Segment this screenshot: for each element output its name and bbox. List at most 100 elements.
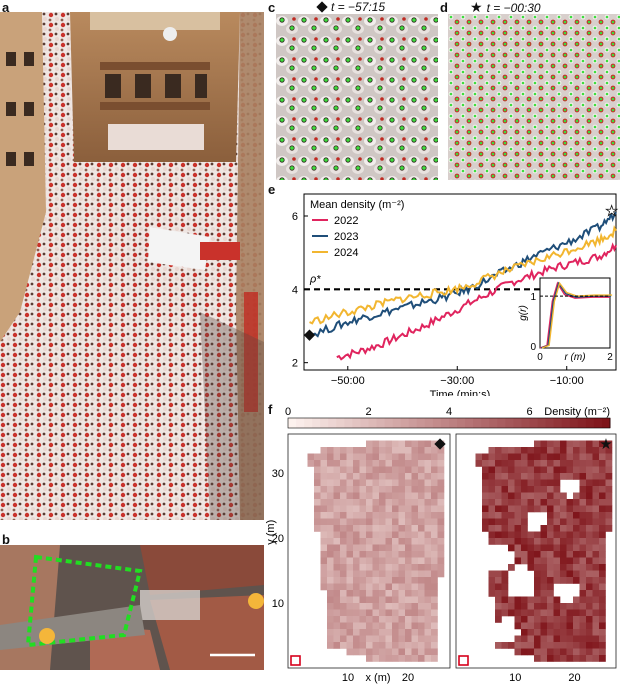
heatmap-cell-0-477 (333, 603, 341, 610)
heatmap-cell-0-431 (366, 583, 373, 591)
heatmap-cell-1-381 (534, 583, 541, 591)
heatmap-cell-1-184 (599, 499, 606, 506)
heatmap-star (475, 440, 613, 662)
heatmap-cell-1-362 (592, 570, 600, 578)
heatmap-cell-0-348 (437, 551, 445, 558)
heatmap-cell-1-448 (514, 616, 522, 623)
heatmap-cell-0-339 (379, 551, 386, 558)
heatmap-cell-0-118 (346, 479, 354, 487)
heatmap-cell-1-288 (566, 538, 574, 545)
heatmap-cell-1-107 (573, 473, 580, 480)
heatmap-cell-0-527 (327, 622, 334, 630)
heatmap-cell-0-268 (411, 525, 419, 532)
heatmap-cell-0-100 (359, 473, 367, 480)
heatmap-cell-1-206 (482, 512, 489, 519)
heatmap-cell-0-254 (320, 525, 328, 532)
heatmap-cell-1-405 (540, 596, 548, 604)
heatmap-cell-1-131 (488, 486, 496, 493)
heatmap-cell-0-370 (333, 564, 341, 571)
heatmap-cell-1-51 (605, 453, 613, 461)
inset-curve-2022 (539, 281, 610, 349)
heatmap-cell-0-263 (379, 525, 386, 532)
heatmap-cell-1-414 (501, 603, 509, 610)
heatmap-cell-0-215 (327, 512, 334, 519)
colorbar-segment-3 (312, 418, 321, 428)
heatmap-cell-1-201 (579, 505, 587, 513)
heatmap-cell-0-293 (327, 538, 334, 545)
heatmap-cell-0-33 (320, 453, 328, 461)
heatmap-cell-0-91 (431, 466, 438, 474)
heatmap-cell-0-418 (398, 577, 406, 584)
diamond-icon (303, 329, 316, 341)
heatmap-cell-1-377 (599, 577, 606, 584)
heatmap-cell-0-552 (379, 629, 386, 636)
heatmap-cell-0-26 (411, 447, 419, 454)
heatmap-cell-0-167 (405, 492, 412, 500)
heatmap-cell-0-311 (320, 544, 328, 552)
heatmap-cell-1-101 (534, 473, 541, 480)
heatmap-cell-1-313 (540, 551, 548, 558)
heatmap-cell-1-227 (508, 518, 515, 526)
heatmap-cell-1-167 (488, 499, 496, 506)
heatmap-cell-1-482 (560, 629, 567, 636)
heatmap-cell-0-281 (372, 531, 380, 539)
heatmap-cell-0-513 (346, 616, 354, 623)
heatmap-cell-1-86 (566, 466, 574, 474)
heatmap-cell-0-438 (411, 583, 419, 591)
heatmap-cell-1-134 (508, 486, 515, 493)
heatmap-cell-1-155 (534, 492, 541, 500)
heatmap-cell-1-170 (508, 499, 515, 506)
heatmap-cell-1-298 (534, 544, 541, 552)
heatmap-cell-0-18 (359, 447, 367, 454)
heatmap-cell-0-59 (353, 460, 360, 467)
heatmap-cell-0-340 (385, 551, 393, 558)
heatmap-cell-0-190 (424, 499, 432, 506)
heatmap-cell-0-491 (424, 603, 432, 610)
heatmap-cell-1-156 (540, 492, 548, 500)
heatmap-cell-1-515 (573, 642, 580, 649)
heatmap-cell-0-238 (346, 518, 354, 526)
heatmap-cell-0-125 (392, 479, 399, 487)
heatmap-cell-1-79 (521, 466, 528, 474)
heatmap-cell-0-454 (405, 590, 412, 597)
colorbar-segment-34 (561, 418, 571, 428)
heatmap-cell-0-571 (392, 635, 399, 643)
heatmap-cell-0-199 (353, 505, 360, 513)
heatmap-cell-1-286 (553, 538, 561, 545)
heatmap-cell-0-619 (431, 655, 438, 662)
heatmap-cell-1-375 (586, 577, 593, 584)
heatmap-cell-1-72 (605, 460, 613, 467)
heatmap-cell-1-138 (534, 486, 541, 493)
colorbar-segment-18 (432, 418, 442, 428)
heatmap-cell-1-450 (527, 616, 535, 623)
heatmap-cell-0-497 (353, 609, 360, 617)
heatmap-cell-0-577 (431, 635, 438, 643)
heatmap-cell-0-450 (379, 590, 386, 597)
heatmap-cell-0-456 (418, 590, 425, 597)
measurement-area-outline (25, 554, 143, 648)
heatmap-cell-0-576 (424, 635, 432, 643)
heatmap-cell-1-388 (488, 590, 496, 597)
heatmap-cell-0-27 (418, 447, 425, 454)
heatmap-cell-1-529 (573, 648, 580, 656)
heatmap-cell-1-307 (592, 544, 600, 552)
heatmap-cell-1-446 (599, 609, 606, 617)
heatmap-cell-0-385 (431, 564, 438, 571)
heatmap-cell-0-517 (372, 616, 380, 623)
heatmap-cell-0-538 (398, 622, 406, 630)
heatmap-cell-0-399 (398, 570, 406, 578)
heatmap-cell-1-463 (521, 622, 528, 630)
heatmap-cell-1-141 (553, 486, 561, 493)
heatmap-cell-0-65 (392, 460, 399, 467)
heatmap-cell-1-354 (540, 570, 548, 578)
heatmap-cell-0-589 (398, 642, 406, 649)
heatmap-cell-1-52 (475, 460, 483, 467)
heatmap-cell-1-295 (514, 544, 522, 552)
heatmap-cell-1-306 (586, 544, 593, 552)
heatmap-cell-0-602 (392, 648, 399, 656)
heatmap-cell-1-24 (566, 447, 574, 454)
heatmap-cell-0-605 (411, 648, 419, 656)
heatmap-cell-0-492 (431, 603, 438, 610)
heatmap-cell-1-384 (579, 583, 587, 591)
heatmap-cell-1-445 (592, 609, 600, 617)
